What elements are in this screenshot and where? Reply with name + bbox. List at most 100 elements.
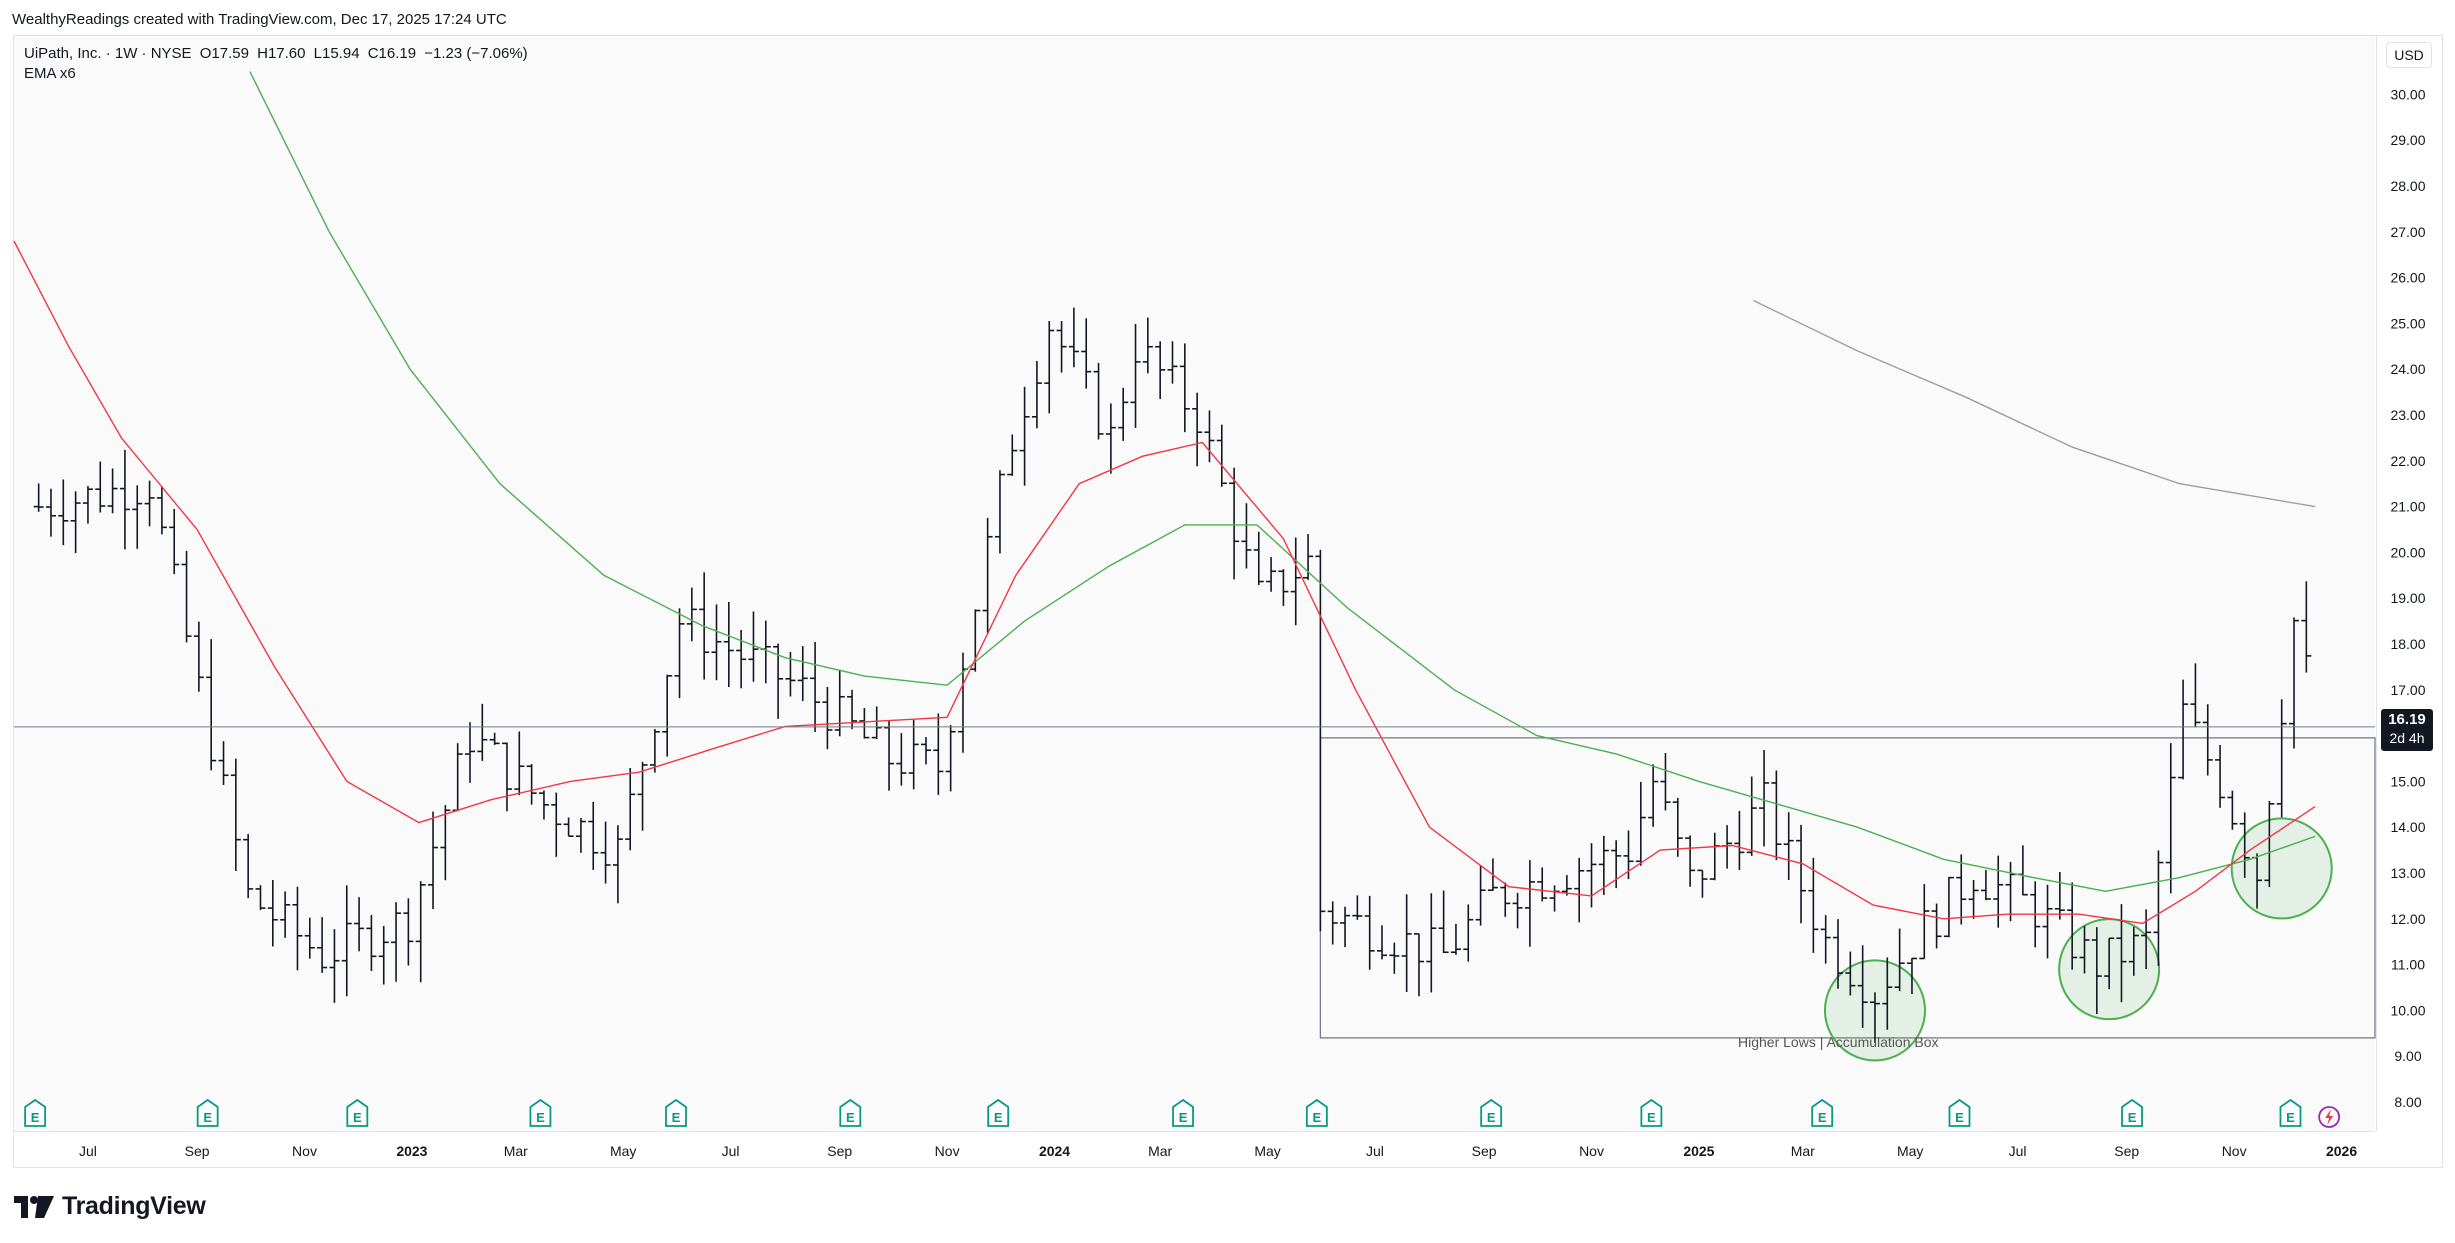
plot-area[interactable] (14, 36, 2375, 1131)
ohlc-bar (797, 646, 808, 702)
y-tick-label: 30.00 (2390, 86, 2425, 102)
x-tick-label: Mar (1148, 1143, 1172, 1159)
ohlc-bar (612, 825, 623, 904)
earnings-letter: E (994, 1110, 1003, 1125)
x-tick-label: Jul (79, 1143, 97, 1159)
earnings-icon (1811, 1098, 1834, 1127)
chart-credit: WealthyReadings created with TradingView… (12, 11, 507, 28)
ohlc-bar (2005, 861, 2016, 922)
ohlc-bar (1561, 875, 1572, 896)
ohlc-bar (1044, 320, 1055, 414)
earnings-marker: E (987, 1098, 1010, 1127)
x-tick-label: Sep (185, 1143, 210, 1159)
ohlc-bar (637, 761, 648, 831)
ohlc-bar (723, 601, 734, 688)
earnings-icon (1640, 1098, 1663, 1127)
ohlc-bar (1475, 865, 1486, 926)
earnings-marker: E (2279, 1098, 2302, 1127)
ohlc-bar (1697, 869, 1708, 898)
ohlc-bar (1808, 857, 1819, 953)
earnings-letter: E (1179, 1110, 1188, 1125)
earnings-letter: E (1647, 1110, 1656, 1125)
y-tick-label: 29.00 (2390, 132, 2425, 148)
ohlc-bar (354, 897, 365, 952)
ohlc-bar (193, 621, 204, 692)
ohlc-bar (465, 722, 476, 783)
earnings-icon (1172, 1098, 1194, 1127)
y-tick-label: 24.00 (2390, 361, 2425, 377)
last-price-value: 16.19 (2388, 711, 2426, 728)
ohlc-bar (366, 915, 377, 972)
ohlc-high: H17.60 (257, 45, 306, 62)
ohlc-bar (280, 891, 291, 938)
ohlc-bar (674, 608, 685, 699)
ohlc-bar (1192, 392, 1203, 467)
ohlc-bar (686, 587, 697, 642)
ohlc-bar (317, 917, 328, 973)
ohlc-bar (206, 639, 217, 771)
ohlc-bar (267, 880, 278, 947)
symbol-title[interactable]: UiPath, Inc. · 1W · NYSE (24, 45, 192, 62)
tradingview-logo[interactable]: TradingView (14, 1192, 206, 1221)
earnings-icon (24, 1098, 47, 1127)
earnings-marker: E (839, 1098, 862, 1127)
currency-button[interactable]: USD (2386, 42, 2432, 68)
ohlc-bar (575, 817, 586, 853)
x-tick-label: May (1897, 1143, 1923, 1159)
ohlc-bar (514, 731, 525, 796)
earnings-letter: E (846, 1110, 855, 1125)
price-scale[interactable] (2376, 36, 2442, 1131)
ohlc-bar (1463, 904, 1474, 962)
ohlc-bar (1857, 945, 1868, 1028)
earnings-marker: E (1948, 1098, 1971, 1127)
ohlc-bar (1722, 825, 1733, 869)
ohlc-bar (982, 517, 993, 634)
ohlc-bar (2017, 845, 2028, 896)
ohlc-bar (1943, 876, 1954, 938)
time-scale[interactable] (14, 1131, 2375, 1167)
ohlc-bar (255, 885, 266, 911)
ohlc-bar (1229, 467, 1240, 580)
ohlc-bar (1734, 810, 1745, 871)
y-tick-label: 23.00 (2390, 407, 2425, 423)
ohlc-bar (1007, 434, 1018, 476)
earnings-letter: E (1818, 1110, 1827, 1125)
ohlc-bar (662, 674, 673, 757)
ohlc-bar (945, 724, 956, 792)
earnings-letter: E (1955, 1110, 1964, 1125)
y-tick-label: 19.00 (2390, 590, 2425, 606)
ohlc-bar (526, 764, 537, 805)
ohlc-bar (1093, 362, 1104, 440)
ema-green-line (249, 71, 2316, 893)
ohlc-bar (2153, 850, 2164, 966)
ohlc-bar (428, 811, 439, 910)
ohlc-bar (1833, 919, 1844, 989)
ohlc-bar (2190, 663, 2201, 728)
ohlc-bar (1377, 925, 1388, 960)
ohlc-bar (33, 483, 44, 512)
x-tick-label: Mar (1791, 1143, 1815, 1159)
ohlc-bar (2178, 679, 2189, 780)
ohlc-bar (1894, 928, 1905, 992)
ohlc-bar (1241, 503, 1252, 569)
y-tick-label: 17.00 (2390, 682, 2425, 698)
earnings-marker: E (196, 1098, 219, 1127)
ohlc-bar (773, 643, 784, 719)
earnings-letter: E (536, 1110, 545, 1125)
earnings-icon (2121, 1098, 2143, 1127)
earnings-letter: E (1313, 1110, 1322, 1125)
higher-low-circle (2230, 817, 2333, 920)
ohlc-bar (1759, 750, 1770, 847)
ohlc-bar (884, 720, 895, 791)
y-tick-label: 28.00 (2390, 178, 2425, 194)
ohlc-bar (1796, 824, 1807, 924)
ohlc-bar (1364, 895, 1375, 970)
indicator-label[interactable]: EMA x6 (24, 65, 76, 82)
ohlc-bar (1303, 534, 1314, 580)
earnings-icon (196, 1098, 219, 1127)
ohlc-bar (1783, 812, 1794, 880)
ohlc-bar (58, 479, 69, 546)
ohlc-bar (1450, 923, 1461, 955)
ohlc-bar (1882, 957, 1893, 1030)
ohlc-bar (1672, 797, 1683, 857)
